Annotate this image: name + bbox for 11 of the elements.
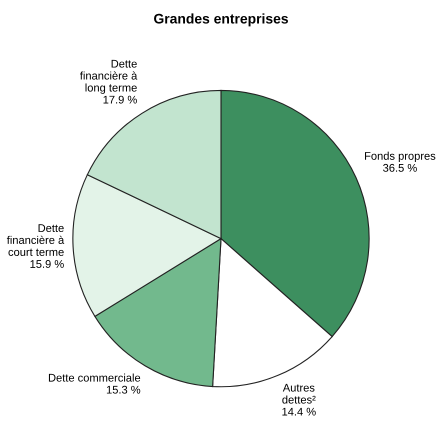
data-label: 15.3 % [106, 386, 140, 394]
data-label: 36.5 % [383, 164, 417, 172]
slice-label: Dette financière à court terme [6, 224, 64, 256]
slice-label: Dette commerciale [48, 374, 140, 382]
slice-label: Fonds propres [365, 152, 436, 162]
chart-title: Grandes entreprises [154, 13, 288, 26]
slice-label: Dette financière à long terme [80, 60, 138, 94]
slice-label: Autres dettes² [282, 384, 316, 404]
data-label: 15.9 % [30, 260, 64, 268]
data-label: 14.4 % [282, 408, 316, 416]
data-label: 17.9 % [104, 96, 137, 104]
